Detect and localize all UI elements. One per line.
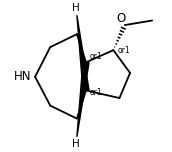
Text: or1: or1 — [90, 88, 102, 97]
Text: or1: or1 — [90, 52, 102, 61]
Text: H: H — [72, 139, 80, 149]
Polygon shape — [77, 62, 89, 137]
Text: O: O — [116, 12, 126, 26]
Text: or1: or1 — [118, 47, 131, 55]
Polygon shape — [77, 15, 89, 91]
Text: HN: HN — [14, 70, 32, 83]
Text: H: H — [72, 3, 80, 13]
